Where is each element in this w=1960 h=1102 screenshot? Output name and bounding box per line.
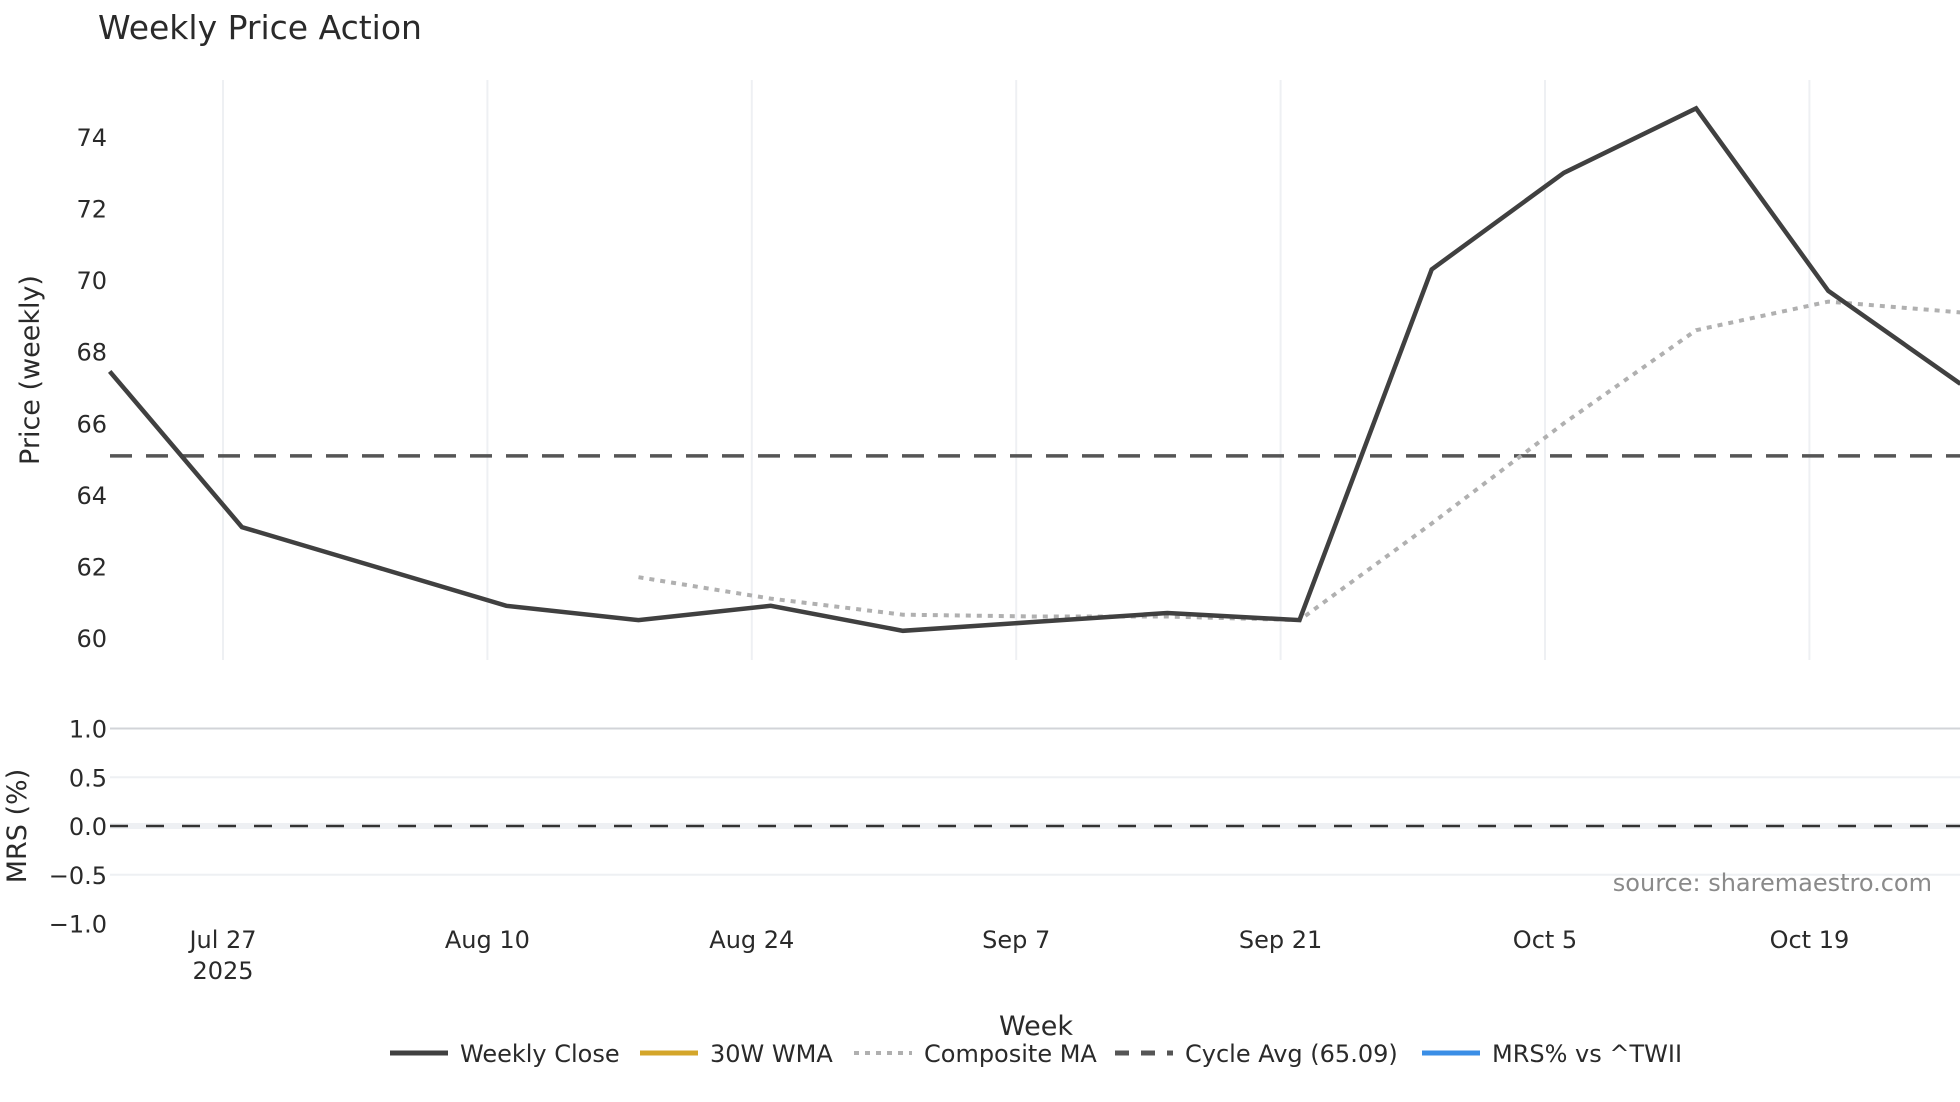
price-series: [107, 105, 1960, 634]
price-y-tick: 60: [76, 625, 107, 653]
x-tick-label: Oct 19: [1770, 926, 1850, 954]
price-y-tick: 68: [76, 339, 107, 367]
mrs-y-tick: −1.0: [49, 911, 107, 939]
chart-title: Weekly Price Action: [98, 8, 422, 47]
mrs-y-tick: −0.5: [49, 862, 107, 890]
mrs-y-axis: 1.0 0.5 0.0 −0.5 −1.0: [49, 716, 107, 939]
source-label: source: sharemaestro.com: [1613, 869, 1932, 897]
weekly-close-line: [107, 105, 1960, 634]
x-axis-title: Week: [999, 1011, 1073, 1042]
legend-item-weekly-close[interactable]: Weekly Close: [390, 1040, 620, 1068]
legend-item-mrs[interactable]: MRS% vs ^TWII: [1422, 1040, 1682, 1068]
legend-item-cycle-avg[interactable]: Cycle Avg (65.09): [1115, 1040, 1398, 1068]
mrs-y-tick: 1.0: [69, 716, 107, 744]
price-y-tick: 74: [76, 124, 107, 152]
legend-label: MRS% vs ^TWII: [1492, 1040, 1682, 1068]
price-panel: 60 62 64 66 68 70 72 74 Price (weekly): [15, 80, 1960, 660]
x-tick-label: Aug 10: [445, 926, 530, 954]
x-tick-label: Jul 27 2025: [187, 926, 256, 985]
mrs-gridlines: [110, 727, 1960, 876]
legend: Weekly Close 30W WMA Composite MA Cycle Avg…: [390, 1040, 1682, 1068]
legend-label: Composite MA: [924, 1040, 1097, 1068]
mrs-panel: 1.0 0.5 0.0 −0.5 −1.0 MRS (%) source: sharem…: [2, 716, 1960, 939]
legend-label: Cycle Avg (65.09): [1185, 1040, 1398, 1068]
legend-item-composite-ma[interactable]: Composite MA: [854, 1040, 1097, 1068]
legend-label: Weekly Close: [460, 1040, 620, 1068]
price-y-tick: 70: [76, 267, 107, 295]
legend-item-wma30[interactable]: 30W WMA: [640, 1040, 833, 1068]
price-gridlines: [222, 80, 1811, 660]
price-y-axis-title: Price (weekly): [15, 275, 46, 465]
composite-ma-line: [638, 299, 1960, 623]
price-y-axis: 60 62 64 66 68 70 72 74: [76, 124, 107, 653]
x-tick-label: Sep 7: [982, 926, 1050, 954]
price-y-tick: 64: [76, 482, 107, 510]
x-axis: Jul 27 2025 Aug 10 Aug 24 Sep 7 Sep 21 Oct 5 Oc…: [187, 926, 1849, 985]
x-tick-label: Sep 21: [1239, 926, 1322, 954]
price-y-tick: 66: [76, 410, 107, 438]
legend-label: 30W WMA: [710, 1040, 833, 1068]
mrs-y-tick: 0.5: [69, 764, 107, 792]
x-tick-label: Aug 24: [709, 926, 794, 954]
price-y-tick: 62: [76, 553, 107, 581]
mrs-y-axis-title: MRS (%): [2, 769, 33, 884]
mrs-y-tick: 0.0: [69, 813, 107, 841]
price-y-tick: 72: [76, 196, 107, 224]
x-tick-label: Oct 5: [1513, 926, 1577, 954]
